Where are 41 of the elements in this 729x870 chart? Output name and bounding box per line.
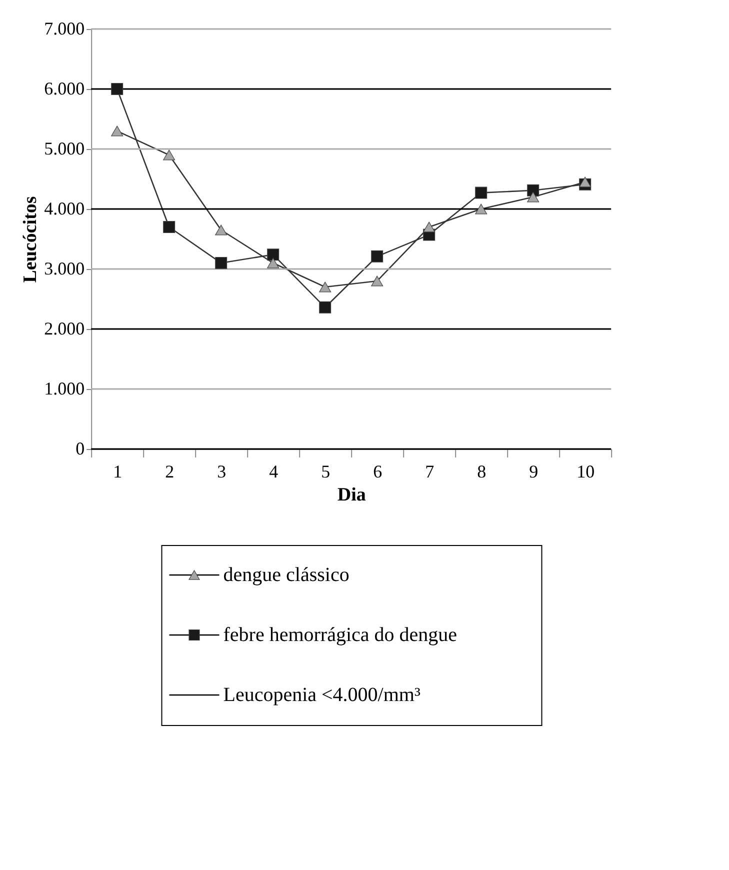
y-axis-title: Leucócitos: [20, 196, 42, 283]
point: [371, 250, 384, 262]
x-tick-label: 8: [477, 462, 486, 482]
x-tick-label: 9: [529, 462, 538, 482]
point: [475, 186, 488, 199]
y-tick-label: 5.000: [44, 138, 85, 158]
x-axis-title: Dia: [337, 484, 366, 506]
legend-label: dengue clássico: [223, 564, 350, 586]
point: [215, 224, 228, 236]
x-tick-label: 4: [269, 462, 278, 482]
point: [215, 257, 228, 269]
y-tick-label: 2.000: [44, 318, 85, 338]
point: [267, 258, 280, 268]
y-tick-label: 0: [76, 438, 85, 458]
x-tick-label: 2: [165, 462, 174, 482]
x-tick-label: 3: [217, 462, 226, 482]
y-tick-label: 1.000: [44, 378, 85, 398]
point: [319, 301, 332, 314]
point: [475, 204, 488, 214]
y-tick-label: 6.000: [44, 78, 85, 98]
y-tick-label: 7.000: [44, 18, 85, 38]
point: [267, 248, 280, 261]
point: [163, 221, 176, 233]
x-tick-label: 5: [321, 462, 330, 482]
y-tick-label: 4.000: [44, 198, 85, 218]
x-tick-label: 6: [373, 462, 382, 482]
point: [371, 276, 384, 286]
point: [423, 222, 436, 232]
text: Leucopenia <4.000/mm³: [223, 684, 420, 706]
legend-label: febre hemorrágica do dengue: [223, 624, 458, 646]
point: [579, 176, 592, 188]
x-tick-label: 1: [113, 462, 122, 482]
point: [527, 184, 540, 196]
y-tick-label: 3.000: [44, 258, 85, 278]
point: [163, 150, 176, 160]
point: [527, 192, 540, 202]
point: [319, 282, 332, 292]
x-tick-label: 10: [576, 462, 595, 482]
point: [111, 83, 124, 95]
point: [111, 126, 124, 136]
x-tick-label: 7: [425, 462, 434, 482]
